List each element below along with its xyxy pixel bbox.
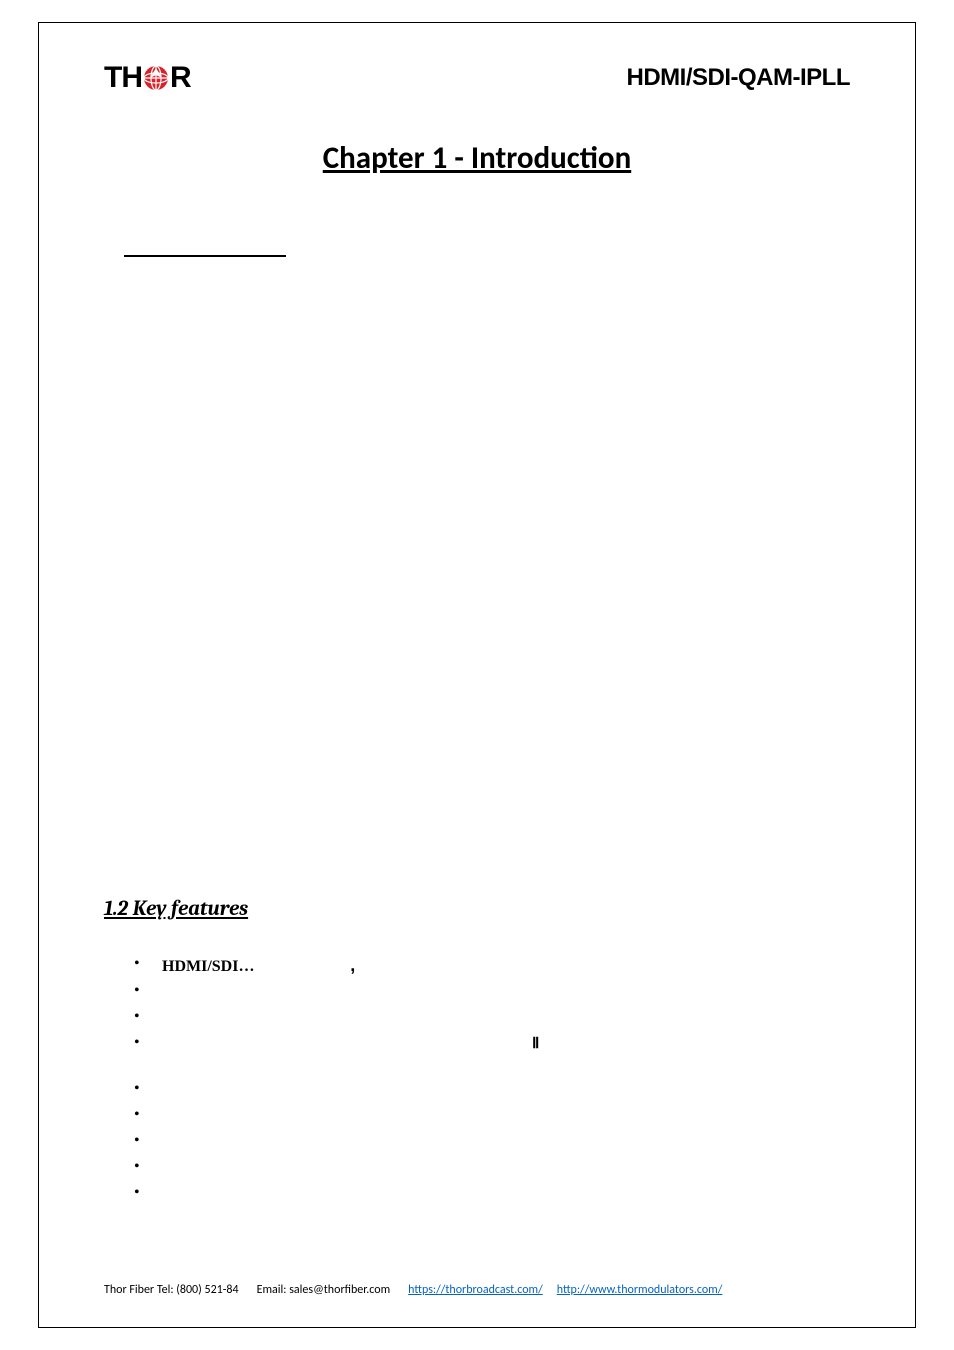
logo-text-right: R — [170, 61, 191, 95]
thor-logo: TH R — [104, 61, 191, 95]
page-header: TH R HDMI/SDI-QAM-IPLL — [104, 61, 850, 95]
key-features-heading: 1.2 Key features — [104, 897, 850, 921]
feature-item — [134, 1008, 850, 1028]
feature-item — [134, 1184, 850, 1204]
footer-email: Email: sales@thorfiber.com — [257, 1283, 391, 1297]
section-1-1-underline — [124, 255, 286, 257]
chapter-title: Chapter 1 - Introduction — [104, 139, 850, 177]
page-frame: TH R HDMI/SDI-QAM-IPLL Chapter 1 - Intro… — [38, 22, 916, 1328]
feature-comma: , — [350, 955, 355, 976]
footer-tel: Thor Fiber Tel: (800) 521-84 — [104, 1283, 239, 1297]
feature-text: HDMI/SDI… — [162, 958, 254, 975]
feature-item — [134, 1080, 850, 1100]
feature-item — [134, 1106, 850, 1126]
feature-item — [134, 1132, 850, 1152]
feature-item — [134, 1158, 850, 1178]
feature-item: HDMI/SDI… , — [134, 955, 850, 976]
product-name: HDMI/SDI-QAM-IPLL — [627, 64, 850, 92]
globe-icon — [143, 65, 169, 91]
roman-numeral: Ⅱ — [532, 1034, 539, 1053]
logo-text-left: TH — [104, 61, 142, 95]
feature-item: Ⅱ — [134, 1034, 850, 1054]
features-list: HDMI/SDI… , Ⅱ — [104, 955, 850, 1210]
feature-item — [134, 982, 850, 1002]
footer-link-modulators[interactable]: http://www.thormodulators.com/ — [557, 1283, 723, 1297]
page-footer: Thor Fiber Tel: (800) 521-84 Email: sale… — [104, 1283, 850, 1297]
footer-link-broadcast[interactable]: https://thorbroadcast.com/ — [408, 1283, 543, 1297]
